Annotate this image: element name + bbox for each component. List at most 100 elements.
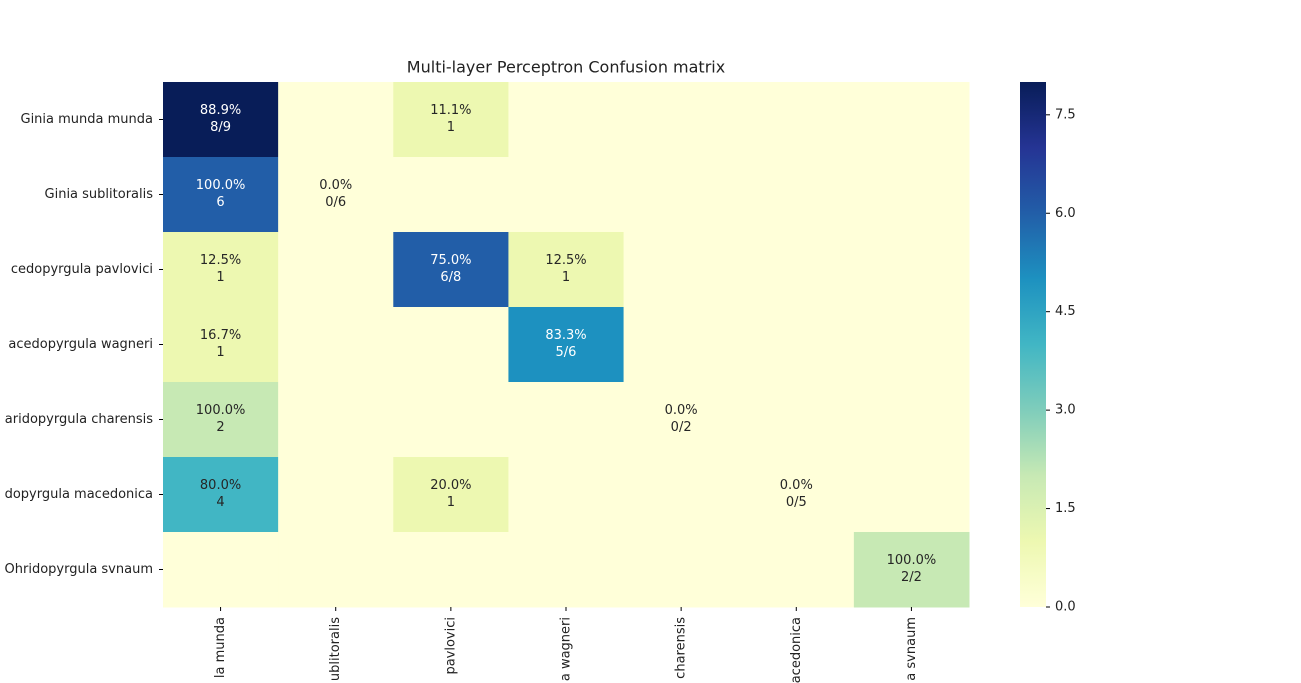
heatmap-cell xyxy=(393,382,509,458)
heatmap-cell xyxy=(393,532,509,608)
heatmap-cell xyxy=(508,307,625,383)
heatmap-cell xyxy=(508,532,625,608)
heatmap-cell xyxy=(508,457,625,533)
heatmap-cell xyxy=(508,382,625,458)
cell-label: 8/9 xyxy=(210,120,231,135)
heatmap-cell xyxy=(278,457,394,533)
heatmap-cell xyxy=(738,532,855,608)
heatmap-cell xyxy=(623,382,740,458)
heatmap-cell xyxy=(853,157,970,233)
heatmap-cell xyxy=(393,232,509,308)
x-tick-label: a wagneri xyxy=(559,617,574,681)
heatmap-cell xyxy=(163,157,279,233)
cell-label: 100.0% xyxy=(887,553,937,568)
cell-label: 20.0% xyxy=(430,478,471,493)
cell-label: 0.0% xyxy=(665,403,698,418)
heatmap-cell xyxy=(393,157,509,233)
y-tick-label: cedopyrgula pavlovici xyxy=(11,262,153,277)
cell-label: 5/6 xyxy=(556,345,577,360)
x-tick-label: charensis xyxy=(674,617,689,679)
cell-label: 1 xyxy=(447,120,455,135)
heatmap-cell xyxy=(853,82,970,158)
colorbar-tick-label: 7.5 xyxy=(1055,107,1076,122)
y-tick-label: Ohridopyrgula svnaum xyxy=(5,562,153,577)
cell-label: 0.0% xyxy=(319,178,352,193)
heatmap-cell xyxy=(623,157,740,233)
cell-label: 0/6 xyxy=(325,195,346,210)
x-tick-label: pavlovici xyxy=(443,617,458,675)
colorbar-tick-label: 3.0 xyxy=(1055,403,1076,418)
heatmap-cell xyxy=(738,232,855,308)
y-tick-label: acedopyrgula wagneri xyxy=(8,337,153,352)
heatmap-cell xyxy=(738,157,855,233)
colorbar-tick-label: 4.5 xyxy=(1055,304,1076,319)
y-tick-label: dopyrgula macedonica xyxy=(5,487,153,502)
y-tick-label: Ginia munda munda xyxy=(21,112,154,127)
x-tick-label: la munda xyxy=(213,617,228,678)
colorbar-tick-label: 1.5 xyxy=(1055,501,1076,516)
heatmap-cell xyxy=(278,382,394,458)
heatmap-cell xyxy=(278,82,394,158)
cell-label: 6/8 xyxy=(440,270,461,285)
heatmap-cell xyxy=(163,382,279,458)
heatmap-cell xyxy=(508,82,625,158)
heatmap-cell xyxy=(738,307,855,383)
x-tick-label: ublitoralis xyxy=(328,617,343,681)
cell-label: 4 xyxy=(216,495,224,510)
heatmap-cell xyxy=(163,307,279,383)
heatmap-cell xyxy=(278,232,394,308)
cell-label: 75.0% xyxy=(430,253,471,268)
cell-label: 12.5% xyxy=(200,253,241,268)
cell-label: 88.9% xyxy=(200,103,241,118)
heatmap-cell xyxy=(623,532,740,608)
cell-label: 83.3% xyxy=(545,328,586,343)
heatmap-cell xyxy=(163,82,279,158)
cell-label: 100.0% xyxy=(196,403,246,418)
chart-title: Multi-layer Perceptron Confusion matrix xyxy=(407,58,725,77)
heatmap-cell xyxy=(853,457,970,533)
heatmap-cell xyxy=(623,457,740,533)
heatmap-cell xyxy=(393,457,509,533)
heatmap-cell xyxy=(163,532,279,608)
heatmap-cell xyxy=(623,232,740,308)
cell-label: 1 xyxy=(216,345,224,360)
heatmap-cell xyxy=(278,532,394,608)
heatmap-cell xyxy=(393,307,509,383)
heatmap-cell xyxy=(853,382,970,458)
cell-label: 16.7% xyxy=(200,328,241,343)
heatmap-cell xyxy=(623,82,740,158)
cell-label: 2 xyxy=(216,420,224,435)
cell-label: 80.0% xyxy=(200,478,241,493)
heatmap-cell xyxy=(508,157,625,233)
heatmap-cell xyxy=(738,382,855,458)
cell-label: 1 xyxy=(216,270,224,285)
cell-label: 2/2 xyxy=(901,570,922,585)
heatmap-cell xyxy=(163,457,279,533)
colorbar-tick-label: 6.0 xyxy=(1055,206,1076,221)
heatmap-cell xyxy=(738,457,855,533)
heatmap-cell xyxy=(393,82,509,158)
heatmap-cell xyxy=(853,232,970,308)
cell-label: 100.0% xyxy=(196,178,246,193)
cell-label: 1 xyxy=(562,270,570,285)
cell-label: 0/2 xyxy=(671,420,692,435)
heatmap-cell xyxy=(738,82,855,158)
cell-label: 0.0% xyxy=(780,478,813,493)
y-tick-label: aridopyrgula charensis xyxy=(5,412,153,427)
colorbar-tick-label: 0.0 xyxy=(1055,600,1076,615)
cell-label: 1 xyxy=(447,495,455,510)
y-tick-label: Ginia sublitoralis xyxy=(45,187,154,202)
cell-label: 0/5 xyxy=(786,495,807,510)
cell-label: 11.1% xyxy=(430,103,471,118)
heatmap-cell xyxy=(853,532,970,608)
heatmap-cell xyxy=(278,307,394,383)
heatmap-cell xyxy=(163,232,279,308)
heatmap-cell xyxy=(278,157,394,233)
cell-label: 6 xyxy=(216,195,224,210)
cell-label: 12.5% xyxy=(545,253,586,268)
x-tick-label: a svnaum xyxy=(904,617,919,681)
x-tick-label: acedonica xyxy=(789,617,804,683)
heatmap-cell xyxy=(623,307,740,383)
heatmap-cell xyxy=(508,232,625,308)
